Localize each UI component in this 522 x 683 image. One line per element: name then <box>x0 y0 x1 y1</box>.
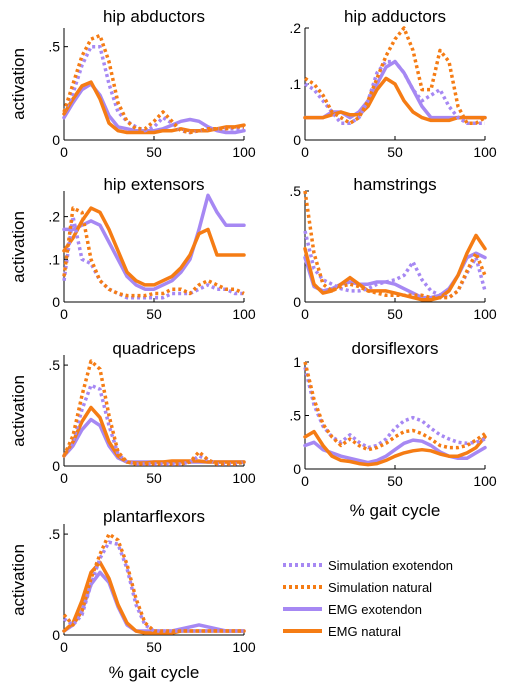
legend-label: EMG exotendon <box>328 602 422 617</box>
series-line-simulation-exotendon <box>62 383 245 466</box>
legend-item-emg-natural: EMG natural <box>283 624 401 639</box>
y-tick-label: 0 <box>52 132 60 148</box>
legend: Simulation exotendon Simulation natural … <box>283 558 453 639</box>
y-tick-label: 0 <box>52 458 60 474</box>
y-tick-label: 1 <box>293 354 301 370</box>
x-tick-label: 100 <box>232 144 256 160</box>
y-tick-label: .5 <box>48 357 60 373</box>
panel-hip-extensors: hip extensors activation 0 50 100 0 .1 .2 <box>9 175 256 322</box>
series-line-emg-exotendon <box>303 438 487 465</box>
series-line-emg-natural <box>62 405 246 465</box>
chart-title: hamstrings <box>353 175 436 194</box>
y-tick-label: .5 <box>289 183 301 199</box>
series-line-emg-exotendon <box>62 417 246 464</box>
chart-title: quadriceps <box>112 339 195 358</box>
y-tick-label: 0 <box>293 132 301 148</box>
x-axis-label: % gait cycle <box>350 501 441 520</box>
legend-label: Simulation exotendon <box>328 558 453 573</box>
x-tick-label: 0 <box>60 639 68 655</box>
y-tick-label: .1 <box>289 76 301 92</box>
legend-item-simulation-natural: Simulation natural <box>283 580 432 595</box>
x-tick-label: 0 <box>301 473 309 489</box>
series-line-simulation-natural <box>62 532 244 633</box>
x-tick-label: 100 <box>473 473 497 489</box>
series-line-simulation-natural <box>303 361 487 452</box>
y-tick-label: 0 <box>52 627 60 643</box>
series-line-simulation-natural <box>62 206 245 298</box>
series-line-emg-natural <box>62 206 246 287</box>
legend-label: EMG natural <box>328 624 401 639</box>
x-tick-label: 50 <box>146 639 162 655</box>
x-tick-label: 50 <box>387 144 403 160</box>
y-tick-label: .5 <box>48 526 60 542</box>
y-tick-label: .2 <box>289 20 301 36</box>
x-tick-label: 100 <box>473 144 497 160</box>
y-axis-label: activation <box>9 544 28 616</box>
series-line-simulation-exotendon <box>62 214 244 300</box>
x-tick-label: 0 <box>301 306 309 322</box>
series-line-simulation-exotendon <box>303 366 486 450</box>
series-line-emg-natural <box>62 560 246 635</box>
chart-title: plantarflexors <box>103 507 205 526</box>
panel-hip-adductors: hip adductors 0 50 100 0 .1 .2 <box>289 7 497 160</box>
y-axis-label: activation <box>9 375 28 447</box>
legend-item-simulation-exotendon: Simulation exotendon <box>283 558 453 573</box>
legend-label: Simulation natural <box>328 580 432 595</box>
series-line-emg-exotendon <box>62 193 246 291</box>
x-tick-label: 50 <box>387 473 403 489</box>
series-line-simulation-natural <box>62 33 244 135</box>
y-axis-label: activation <box>9 48 28 120</box>
panel-plantarflexors: plantarflexors activation % gait cycle 0… <box>9 507 256 682</box>
x-tick-label: 50 <box>146 470 162 486</box>
x-tick-label: 0 <box>60 470 68 486</box>
series-line-emg-exotendon <box>303 59 487 120</box>
chart-title: hip adductors <box>344 7 446 26</box>
x-tick-label: 100 <box>473 306 497 322</box>
series-line-simulation-natural <box>62 359 245 466</box>
y-tick-label: 0 <box>293 294 301 310</box>
panel-hip-abductors: hip abductors activation 0 50 100 0 .5 <box>9 7 256 160</box>
panel-dorsiflexors: dorsiflexors % gait cycle 0 50 100 0 .5 1 <box>289 339 497 520</box>
series-line-emg-natural <box>303 429 487 467</box>
x-tick-label: 0 <box>60 144 68 160</box>
y-tick-label: 0 <box>52 294 60 310</box>
x-axis-label: % gait cycle <box>109 663 200 682</box>
y-tick-label: 0 <box>293 461 301 477</box>
x-tick-label: 0 <box>301 144 309 160</box>
series-line-simulation-natural <box>304 26 486 125</box>
series-line-emg-exotendon <box>62 82 246 135</box>
y-tick-label: .5 <box>289 408 301 424</box>
chart-title: dorsiflexors <box>352 339 439 358</box>
y-tick-label: .5 <box>48 39 60 55</box>
x-tick-label: 100 <box>232 639 256 655</box>
x-tick-label: 100 <box>232 306 256 322</box>
x-tick-label: 0 <box>60 306 68 322</box>
chart-title: hip abductors <box>103 7 205 26</box>
series-line-emg-natural <box>303 233 487 302</box>
y-tick-label: .1 <box>48 251 60 267</box>
x-tick-label: 50 <box>387 306 403 322</box>
x-tick-label: 50 <box>146 144 162 160</box>
y-axis-label: activation <box>9 211 28 283</box>
legend-item-emg-exotendon: EMG exotendon <box>283 602 422 617</box>
panel-hamstrings: hamstrings 0 50 100 0 .5 <box>289 175 497 322</box>
panel-quadriceps: quadriceps activation 0 50 100 0 .5 <box>9 339 256 486</box>
series-line-simulation-natural <box>303 190 487 300</box>
x-tick-label: 50 <box>146 306 162 322</box>
y-tick-label: .2 <box>48 209 60 225</box>
chart-title: hip extensors <box>103 175 204 194</box>
x-tick-label: 100 <box>232 470 256 486</box>
